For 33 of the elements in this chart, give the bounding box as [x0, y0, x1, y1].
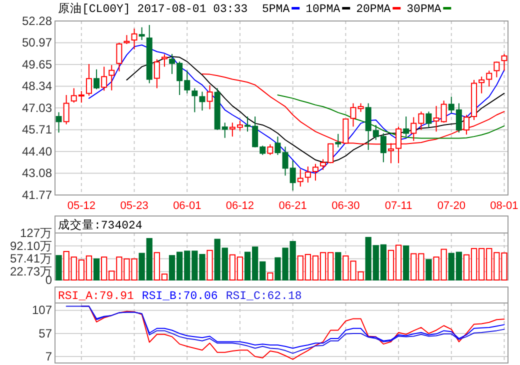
x-tick-label: 07-20 — [437, 200, 466, 212]
chart-title: 原油[CL00Y] 2017-08-01 03:33 — [58, 2, 248, 16]
text: RSI_C:62.18 — [226, 290, 302, 303]
y-tick-label: 127万 — [20, 226, 52, 240]
x-tick-label: 06-01 — [173, 200, 202, 212]
y-tick-label: 41.77 — [22, 188, 52, 202]
x-tick-label: 07-11 — [384, 200, 412, 212]
y-tick-label: 45.71 — [22, 122, 52, 137]
y-tick-label: 43.08 — [22, 166, 52, 180]
y-tick-label: 49.65 — [22, 57, 52, 72]
series-label: RSI_A:79.91 — [58, 290, 134, 303]
chart-title: 成交量:734024 — [58, 218, 142, 232]
y-tick-label: 57 — [38, 326, 52, 340]
x-tick-label: 06-21 — [278, 200, 307, 212]
legend-label: 30PMA — [406, 3, 442, 16]
y-tick-label: 50.97 — [22, 36, 52, 50]
y-tick-label: 47.03 — [22, 100, 52, 115]
y-tick-label: 44.40 — [22, 144, 52, 158]
series-label: RSI_B:70.06 — [142, 290, 218, 303]
x-tick-label: 06-12 — [226, 200, 254, 212]
y-tick-label: 107 — [32, 303, 52, 318]
x-tick-label: 06-30 — [332, 200, 360, 212]
y-tick-label: 92.10万 — [10, 238, 52, 253]
y-tick-label: 52.28 — [22, 14, 52, 28]
x-tick-label: 08-01 — [490, 200, 518, 212]
legend-label: 5PMA — [262, 3, 290, 16]
y-tick-label: 48.34 — [22, 79, 52, 94]
legend-label: 10PMA — [306, 3, 340, 16]
x-tick-label: 05-23 — [120, 200, 148, 212]
x-tick-label: 05-12 — [67, 200, 96, 212]
y-tick-label: 7 — [45, 349, 52, 364]
y-tick-label: 57.41万 — [10, 252, 52, 266]
legend-label: 20PMA — [356, 3, 391, 16]
